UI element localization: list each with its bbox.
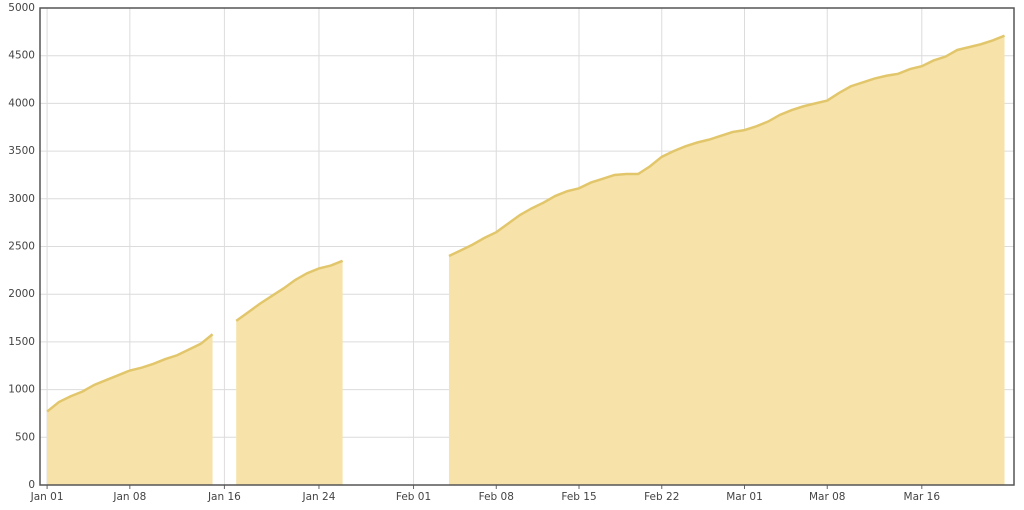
line [46, 34, 1006, 413]
x-tick-label: Jan 01 [30, 491, 64, 503]
y-tick-label: 3000 [8, 193, 35, 205]
x-tick-label: Mar 01 [726, 491, 763, 503]
y-tick-label: 4500 [8, 50, 35, 62]
y-tick-label: 5000 [8, 2, 35, 14]
y-tick-label: 1000 [8, 384, 35, 396]
x-tick-label: Feb 15 [561, 491, 596, 503]
x-tick-label: Jan 24 [302, 491, 336, 503]
plot-border [39, 7, 1015, 486]
area [47, 35, 1005, 485]
y-tick-label: 4000 [8, 97, 35, 109]
y-tick-label: 500 [15, 431, 35, 443]
y-tick-label: 1500 [8, 336, 35, 348]
y-tick-label: 2000 [8, 288, 35, 300]
y-tick-label: 0 [28, 479, 35, 491]
x-tick-label: Jan 16 [207, 491, 241, 503]
x-tick-label: Mar 08 [809, 491, 846, 503]
x-tick-label: Feb 01 [396, 491, 431, 503]
x-tick-label: Mar 16 [904, 491, 941, 503]
x-tick-label: Feb 22 [644, 491, 679, 503]
y-tick-label: 2500 [8, 241, 35, 253]
x-tick-label: Feb 08 [479, 491, 514, 503]
x-tick-label: Jan 08 [112, 491, 146, 503]
y-tick-label: 3500 [8, 145, 35, 157]
